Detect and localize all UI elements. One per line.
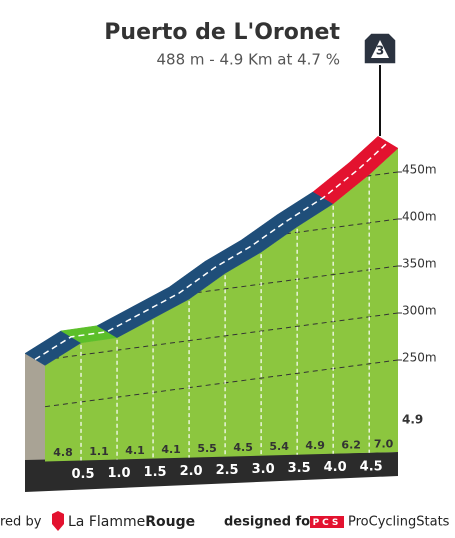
y-tick-label: 250m <box>402 351 437 365</box>
footer-text: designed for <box>224 515 317 530</box>
x-tick-label: 0.5 <box>72 467 95 482</box>
y-tick-label: 400m <box>402 210 437 224</box>
front-face <box>45 148 398 462</box>
y-tick-label: 350m <box>402 257 437 271</box>
gradient-label: 4.9 <box>305 439 325 452</box>
brand-logo <box>52 511 64 531</box>
footer-site: ProCyclingStats <box>348 515 450 530</box>
plot: 250m 300m 350m 400m 450m 4.8 1.1 4.1 4.1 5.5 4.5 5.… <box>24 135 437 492</box>
grid-line <box>45 359 398 411</box>
x-tick-label: 4.5 <box>360 459 383 474</box>
gradient-label: 5.5 <box>197 442 217 455</box>
x-tick-label: 1.5 <box>144 465 167 480</box>
x-tick-label: 2.0 <box>180 464 203 479</box>
gradient-label: 4.8 <box>53 446 73 459</box>
category-icon <box>371 40 389 58</box>
gradient-label: 4.1 <box>161 443 181 456</box>
gradient-label: 4.1 <box>125 444 145 457</box>
category-label: 3 <box>376 44 384 58</box>
gradient-label: 1.1 <box>89 445 109 458</box>
gradient-label: 4.5 <box>233 441 253 454</box>
center-line <box>34 141 389 361</box>
brand-part: Rouge <box>145 514 195 530</box>
pcs-logo-text: PCS <box>313 518 342 528</box>
x-tick-label: 2.5 <box>216 463 239 478</box>
y-tick-label: 300m <box>402 304 437 318</box>
gradient-segment <box>348 135 399 175</box>
grid-line <box>45 312 398 364</box>
x-tick-label: 3.5 <box>288 461 311 476</box>
side-face <box>25 353 45 462</box>
x-tick-label: 4.9 <box>402 413 423 427</box>
chart-subtitle: 488 m - 4.9 Km at 4.7 % <box>156 51 340 69</box>
y-tick-label: 450m <box>402 163 437 177</box>
x-tick-label: 4.0 <box>324 460 347 475</box>
footer-text: red by <box>0 515 42 530</box>
gradient-label: 5.4 <box>269 440 289 453</box>
base-band <box>25 452 398 492</box>
chart-title: Puerto de L'Oronet <box>104 20 340 45</box>
gradient-label: 7.0 <box>374 437 394 450</box>
brand-name: La FlammeRouge <box>68 514 195 530</box>
pcs-logo <box>310 516 344 528</box>
x-tick-label: 1.0 <box>108 466 131 481</box>
brand-part: La Flamme <box>68 514 145 530</box>
gradient-label: 6.2 <box>341 438 361 451</box>
x-tick-label: 3.0 <box>252 462 275 477</box>
